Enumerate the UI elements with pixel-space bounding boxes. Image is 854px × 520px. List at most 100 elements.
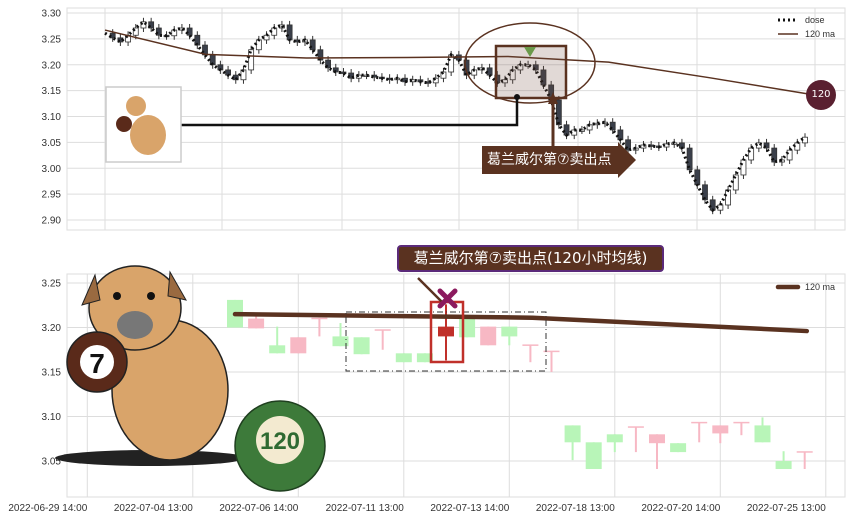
ma-line <box>104 29 811 95</box>
candle-body <box>269 345 286 354</box>
candle-body <box>702 184 708 201</box>
highlight-dashdot-box <box>345 311 547 372</box>
connector-dot <box>514 94 520 100</box>
ma-line <box>232 311 810 334</box>
candle-body <box>148 21 155 29</box>
x-tick-label: 2022-07-18 13:00 <box>536 503 615 514</box>
candle-body <box>686 147 693 171</box>
x-tick-label: 2022-07-13 14:00 <box>430 503 509 514</box>
x-tick-label: 2022-07-20 14:00 <box>641 503 720 514</box>
candle-body <box>248 49 255 71</box>
y-tick-label: 3.25 <box>42 279 62 290</box>
ball-7-thumbnail-icon <box>116 116 132 132</box>
candle-body <box>606 434 623 443</box>
candle-body <box>440 71 447 79</box>
candle-body <box>325 59 331 69</box>
candle-body <box>585 442 602 470</box>
candle-body <box>602 121 608 125</box>
dog-thumbnail-body <box>130 115 166 155</box>
candle-body <box>374 329 391 331</box>
candle-body <box>617 129 624 141</box>
candle-body <box>309 39 316 51</box>
dog-ears <box>81 270 187 306</box>
sell-marker-triangle <box>524 47 536 57</box>
dog-eye-left <box>113 292 121 300</box>
ball-7-face <box>80 345 114 379</box>
candle-body <box>725 189 731 206</box>
x-tick-label: 2022-07-11 13:00 <box>326 503 405 514</box>
candle-body <box>353 337 370 355</box>
candle-body <box>432 77 439 84</box>
candle-body <box>564 425 581 443</box>
candle-body <box>594 122 601 126</box>
candle-body <box>140 21 147 29</box>
candle-body <box>796 451 813 453</box>
candle-body <box>248 318 265 329</box>
candle-body <box>501 326 518 337</box>
candle-body <box>543 350 560 353</box>
y-tick-label: 3.20 <box>42 323 62 334</box>
candle-body <box>763 142 770 149</box>
y-tick-label: 3.15 <box>42 368 62 379</box>
y-tick-label: 3.30 <box>42 9 62 20</box>
candle-body <box>290 337 307 354</box>
candle-body <box>670 443 687 453</box>
dog-illustration: 7 120 <box>55 265 326 492</box>
candle-body <box>155 27 162 36</box>
y-tick-label: 2.95 <box>42 190 62 201</box>
x-tick-label: 2022-06-29 14:00 <box>8 503 87 514</box>
candle-body <box>532 64 539 71</box>
candle-body <box>691 421 708 424</box>
y-tick-label: 3.05 <box>42 138 62 149</box>
candle-body <box>609 121 616 131</box>
top-panel: 3.30 3.25 3.20 3.15 3.10 3.05 3.00 2.95 2.90 dose… <box>42 7 846 231</box>
y-tick-label: 3.25 <box>42 34 62 45</box>
candle-body <box>775 461 792 470</box>
x-tick-label: 2022-07-06 14:00 <box>219 503 298 514</box>
candle-body <box>625 139 631 151</box>
y-tick-label: 3.05 <box>42 457 62 468</box>
x-tick-label: 2022-07-04 13:00 <box>114 503 193 514</box>
sell-point-label: 葛兰威尔第⑦卖出点 <box>482 146 620 174</box>
candle-body <box>540 69 547 86</box>
candle-body <box>395 353 412 363</box>
label-arrow-head <box>618 142 636 178</box>
legend-ma-label: 120 ma <box>805 29 835 39</box>
candle-body <box>740 159 747 176</box>
y-tick-label: 3.00 <box>42 164 62 175</box>
dog-muzzle <box>117 311 153 339</box>
candle-body <box>627 426 644 428</box>
candle-body <box>463 59 470 76</box>
legend-dose-label: dose <box>805 15 825 25</box>
candle-body <box>712 425 729 434</box>
candle-body <box>332 336 349 347</box>
candle-body <box>311 317 328 320</box>
ball-120-face <box>256 416 304 464</box>
candle-body <box>754 425 771 443</box>
candle-body <box>132 27 139 36</box>
sell-arrow-head <box>548 92 558 104</box>
candle-body <box>748 147 755 161</box>
candle-body <box>416 353 433 363</box>
candle-body <box>786 149 793 161</box>
x-tick-label: 2022-07-25 13:00 <box>747 503 826 514</box>
callout-pointer <box>417 277 443 303</box>
candle-body <box>522 344 539 346</box>
candle-body <box>438 326 454 337</box>
connector-line <box>181 97 519 127</box>
dog-thumbnail-head <box>126 96 146 116</box>
callout-label: 葛兰威尔第⑦卖出点(120小时均线) <box>397 245 664 272</box>
candle-body <box>263 34 270 41</box>
candle-body <box>480 326 497 346</box>
y-tick-label: 3.20 <box>42 60 62 71</box>
ball-7-number: 7 <box>89 348 105 379</box>
dog-eye-right <box>147 292 155 300</box>
dog-shadow <box>55 450 245 466</box>
y-tick-label: 3.15 <box>42 86 62 97</box>
candle-body <box>340 71 347 74</box>
sell-x-marker <box>437 288 458 309</box>
y-tick-label: 2.90 <box>42 216 62 227</box>
candle-body <box>733 421 750 424</box>
